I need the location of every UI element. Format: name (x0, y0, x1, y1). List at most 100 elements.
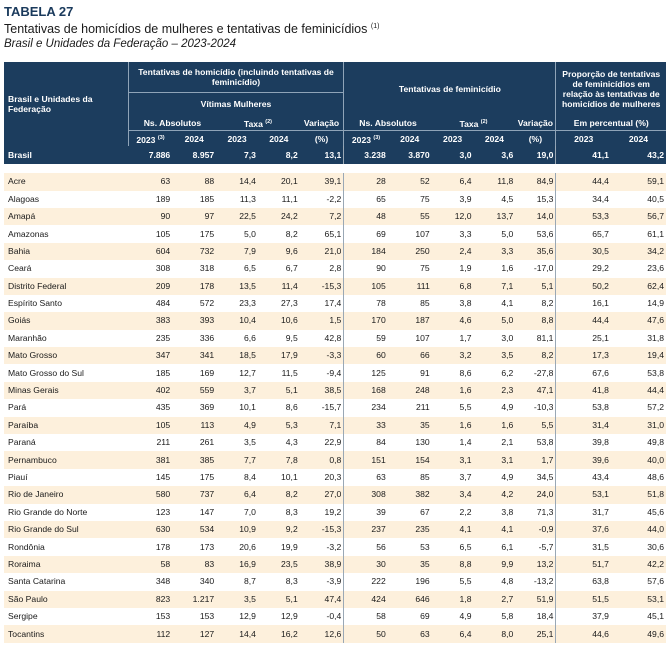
table-cell: 50 (343, 625, 388, 643)
table-cell: 5,1 (257, 381, 300, 400)
table-cell: 4,2 (473, 486, 516, 504)
table-cell: 8.957 (172, 146, 217, 165)
table-row: Rio de Janeiro 580 737 6,4 8,2 27,0 308 382 3,4 4… (4, 486, 666, 504)
table-cell: 308 (343, 486, 388, 504)
header-em-percentual: Em percentual (%) (555, 115, 666, 132)
table-cell: 3,7 (216, 381, 258, 400)
table-cell: 11,3 (216, 190, 258, 208)
table-cell: 53,6 (515, 225, 556, 243)
table-cell: 53,1 (610, 590, 666, 608)
table-cell: 3,8 (473, 503, 516, 521)
table-cell: 383 (128, 312, 173, 330)
table-cell: 402 (128, 381, 173, 400)
row-label: Rio Grande do Norte (4, 503, 129, 521)
table-row: Piauí 145 175 8,4 10,1 20,3 63 85 3,7 4,9 34,5 43,4… (4, 468, 666, 487)
table-cell: 20,3 (299, 468, 344, 487)
table-cell: 57,6 (610, 573, 666, 591)
table-cell: 6,2 (473, 364, 516, 382)
table-cell: 14,4 (216, 625, 258, 643)
table-cell: 1,5 (299, 312, 344, 330)
table-cell: 8,2 (515, 347, 556, 365)
table-cell: 41,1 (555, 146, 611, 165)
page: TABELA 27 Tentativas de homicídios de mu… (4, 4, 666, 643)
row-label: Santa Catarina (4, 573, 129, 591)
header-abs-2: Ns. Absolutos (343, 115, 432, 132)
table-cell: -10,3 (515, 399, 556, 417)
table-cell: 2,4 (431, 242, 474, 261)
table-cell: 61,1 (610, 225, 666, 243)
table-cell: 2,3 (473, 381, 516, 400)
table-cell: 7,9 (216, 242, 258, 261)
table-cell: 12,7 (216, 364, 258, 382)
table-cell: 90 (128, 207, 173, 226)
row-label: São Paulo (4, 590, 129, 608)
table-cell: 7,1 (299, 416, 344, 435)
table-cell: 35 (387, 555, 432, 574)
table-cell: 53,3 (555, 207, 611, 226)
row-label: Ceará (4, 260, 129, 278)
table-cell: 235 (128, 329, 173, 348)
table-cell: 8,3 (257, 503, 300, 521)
table-cell: 8,7 (216, 573, 258, 591)
row-label: Pernambuco (4, 451, 129, 469)
table-cell: 34,4 (555, 190, 611, 208)
table-cell: 424 (343, 590, 388, 608)
table-cell: 3,3 (431, 225, 474, 243)
header-taxa-2: Taxa (2) (431, 115, 516, 132)
table-label: TABELA 27 (4, 4, 74, 19)
table-cell: 49,8 (610, 434, 666, 452)
header-group-homicidio: Tentativas de homicídio (incluindo tenta… (127, 62, 344, 94)
table-row: Maranhão 235 336 6,6 9,5 42,8 59 107 1,7 3,0 81,1 2… (4, 329, 666, 348)
header-year-2023: 2023 (3) (343, 130, 388, 147)
table-cell: 39,8 (555, 434, 611, 452)
table-row: Espírito Santo 484 572 23,3 27,3 17,4 78 85 3,8 4… (4, 294, 666, 313)
table-cell: 235 (387, 520, 432, 539)
table-cell: 6,4 (431, 625, 474, 643)
table-cell: 0,8 (299, 451, 344, 469)
table-cell: 369 (172, 399, 217, 417)
table-cell: 8,8 (515, 312, 556, 330)
header-group-proporcao: Proporção de tentativas de feminicídios … (555, 62, 666, 116)
table-cell: 66 (387, 347, 432, 365)
title-text: Tentativas de homicídios de mulheres e t… (4, 22, 368, 37)
table-cell: 123 (128, 503, 173, 521)
table-cell: 97 (172, 207, 217, 226)
table-cell: 8,2 (257, 486, 300, 504)
row-label: Piauí (4, 468, 129, 487)
row-label: Mato Grosso do Sul (4, 364, 129, 382)
table-cell: 51,8 (610, 486, 666, 504)
row-label: Distrito Federal (4, 277, 129, 295)
table-cell: 20,6 (216, 538, 258, 556)
table-cell: 21,0 (299, 242, 344, 261)
table-cell: 23,6 (610, 260, 666, 278)
table-cell: 22,9 (299, 434, 344, 452)
table-cell: 4,6 (431, 312, 474, 330)
table-cell: 90 (343, 260, 388, 278)
table-cell: 8,4 (216, 468, 258, 487)
table-cell: 7,2 (299, 207, 344, 226)
table-cell: 9,6 (257, 242, 300, 261)
table-cell: 341 (172, 347, 217, 365)
table-cell: 211 (128, 434, 173, 452)
table-cell: 4,1 (473, 294, 516, 313)
table-row: Tocantins 112 127 14,4 16,2 12,6 50 63 6,4 8,0 25,… (4, 625, 666, 643)
table-cell: 75 (387, 190, 432, 208)
table-cell: 196 (387, 573, 432, 591)
table-cell: 38,5 (299, 381, 344, 400)
table-cell: 105 (128, 225, 173, 243)
table-cell: 189 (128, 190, 173, 208)
table-cell: 58 (343, 607, 388, 626)
table-cell: 44,4 (555, 173, 611, 191)
table-cell: -27,8 (515, 364, 556, 382)
table-cell: 1,6 (431, 381, 474, 400)
table-cell: 6,4 (431, 173, 474, 191)
table-cell: 8,8 (431, 555, 474, 574)
table-cell: 4,5 (473, 190, 516, 208)
table-cell: 435 (128, 399, 173, 417)
table-row: Rio Grande do Norte 123 147 7,0 8,3 19,2 39 67 2… (4, 503, 666, 521)
table-cell: 1,6 (473, 416, 516, 435)
table-cell: 39 (343, 503, 388, 521)
table-cell: 24,2 (257, 207, 300, 226)
table-body: Brasil 7.886 8.957 7,3 8,2 13,1 3.238 3.870 3,0 3… (4, 146, 666, 643)
table-cell: 44,0 (610, 520, 666, 539)
